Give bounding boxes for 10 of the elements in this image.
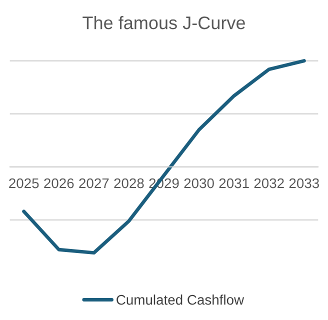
x-tick-label: 2033 (289, 178, 319, 188)
legend-label: Cumulated Cashflow (116, 294, 244, 305)
x-tick-label: 2027 (79, 178, 109, 188)
x-tick-label: 2032 (254, 178, 284, 188)
x-tick-label: 2028 (114, 178, 144, 188)
x-tick-label: 2026 (44, 178, 74, 188)
chart-title: The famous J-Curve (82, 16, 245, 30)
x-tick-label: 2025 (9, 178, 39, 188)
x-tick-label: 2031 (219, 178, 249, 188)
x-tick-label: 2030 (184, 178, 214, 188)
